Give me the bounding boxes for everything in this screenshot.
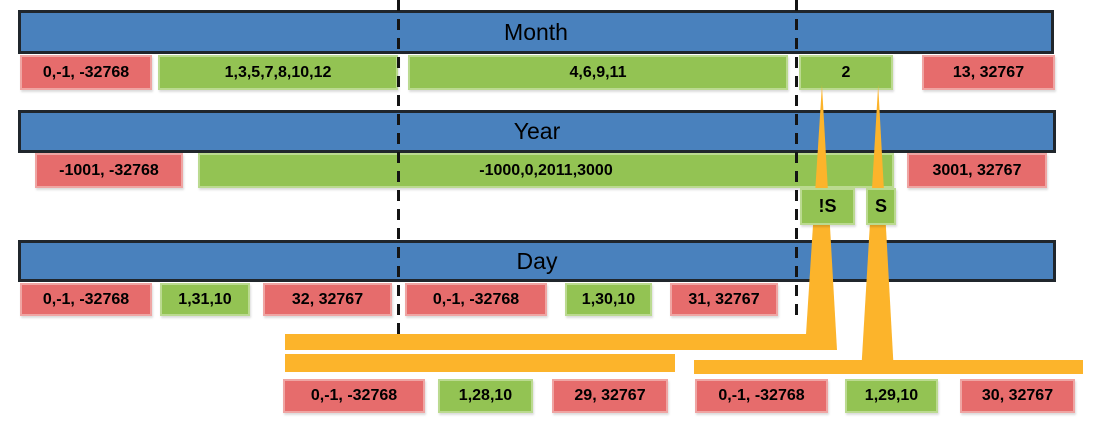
feb29-group-bracket: [694, 360, 1083, 374]
feb28-connector-arm: [285, 334, 835, 350]
month-partition-invalid-high: 13, 32767: [922, 55, 1055, 90]
day30-partition-invalid-high: 31, 32767: [670, 283, 778, 316]
day30-partition-valid: 1,30,10: [565, 283, 652, 316]
year-partition-valid: -1000,0,2011,3000: [198, 153, 894, 188]
year-partition-invalid-high: 3001, 32767: [907, 153, 1047, 188]
day31-partition-valid: 1,31,10: [160, 283, 250, 316]
feb28-partition-invalid-low: 0,-1, -32768: [283, 379, 425, 413]
year-partition-invalid-low: -1001, -32768: [35, 153, 183, 188]
day30-partition-invalid-low: 0,-1, -32768: [405, 283, 547, 316]
day-bar: Day: [18, 240, 1056, 282]
feb29-partition-invalid-high: 30, 32767: [960, 379, 1075, 413]
feb29-partition-invalid-low: 0,-1, -32768: [695, 379, 828, 413]
not-leap-year-box: !S: [800, 188, 855, 225]
month-partition-31day-months: 1,3,5,7,8,10,12: [158, 55, 398, 90]
month-bar: Month: [18, 10, 1054, 54]
partition-divider-line-left: [397, 0, 400, 340]
partition-divider-line-right: [795, 0, 798, 320]
month-bar-title: Month: [504, 18, 568, 45]
leap-year-box: S: [866, 188, 896, 225]
day31-partition-invalid-low: 0,-1, -32768: [20, 283, 152, 316]
feb28-group-bracket: [285, 354, 675, 372]
month-partition-february: 2: [799, 55, 893, 90]
month-partition-30day-months: 4,6,9,11: [408, 55, 788, 90]
year-bar: Year: [18, 110, 1056, 153]
year-bar-title: Year: [513, 118, 561, 144]
feb28-partition-valid: 1,28,10: [438, 379, 533, 413]
day31-partition-invalid-high: 32, 32767: [263, 283, 392, 316]
feb28-partition-invalid-high: 29, 32767: [552, 379, 668, 413]
day-bar-title: Day: [516, 247, 558, 274]
month-partition-invalid-low: 0,-1, -32768: [20, 55, 152, 90]
feb29-partition-valid: 1,29,10: [845, 379, 938, 413]
